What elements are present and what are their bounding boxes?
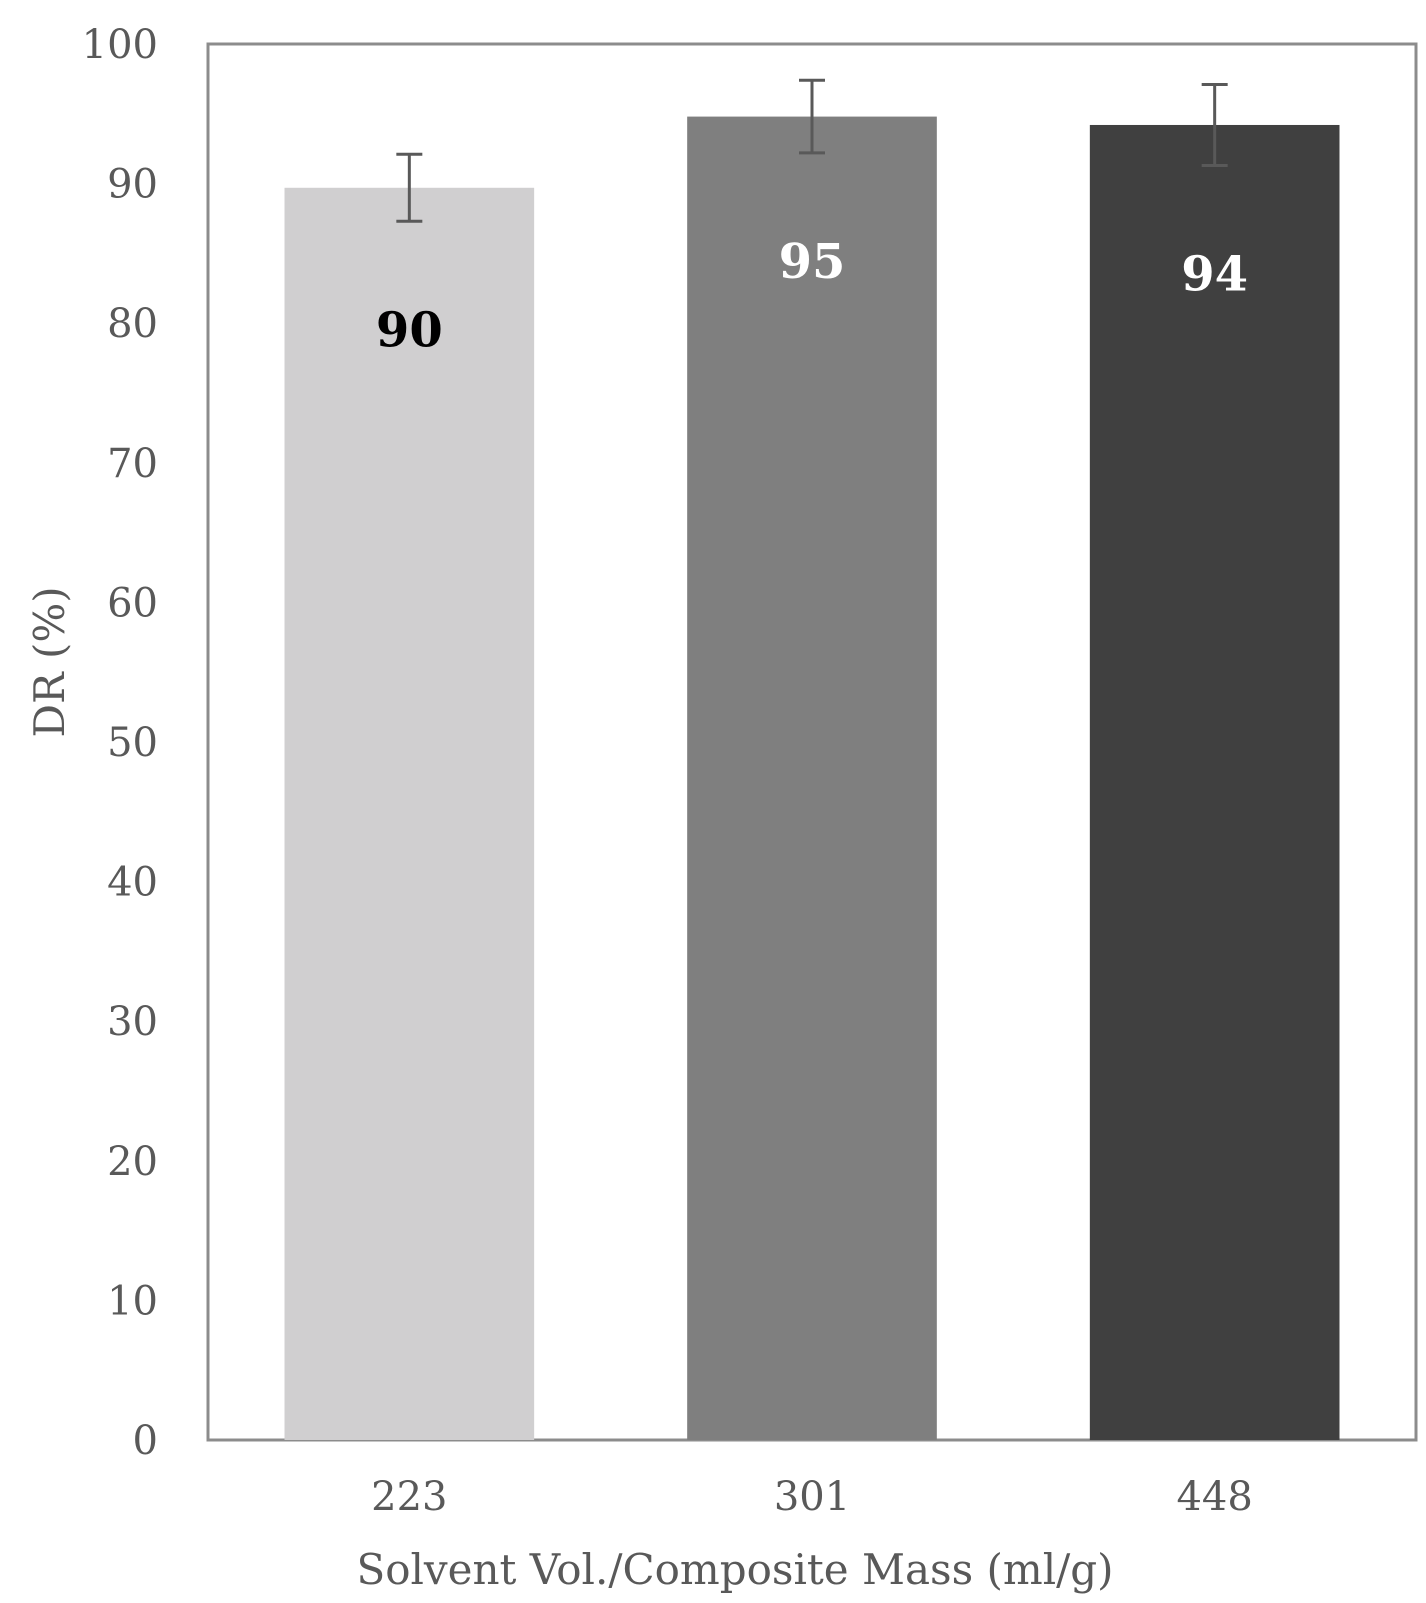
data-labels-group: 90 95 94 [376, 234, 1248, 358]
y-tick-label: 20 [107, 1139, 158, 1185]
x-tick-label-448: 448 [1176, 1474, 1252, 1520]
y-tick-label: 70 [107, 441, 158, 487]
bar-301 [687, 116, 937, 1440]
y-tick-label: 100 [82, 22, 158, 68]
y-tick-label: 90 [107, 162, 158, 208]
y-axis-ticks: 0 10 20 30 40 50 60 70 80 90 100 [82, 22, 158, 1464]
x-axis-title: Solvent Vol./Composite Mass (ml/g) [356, 1545, 1113, 1594]
error-bars-group [396, 78, 1228, 223]
y-tick-label: 60 [107, 580, 158, 626]
y-tick-label: 0 [133, 1418, 158, 1464]
x-axis-ticks: 223 301 448 [371, 1474, 1253, 1520]
y-tick-label: 10 [107, 1278, 158, 1324]
x-tick-label-301: 301 [774, 1474, 850, 1520]
y-tick-label: 40 [107, 860, 158, 906]
y-tick-label: 80 [107, 301, 158, 347]
y-axis-title: DR (%) [25, 586, 74, 737]
bar-448 [1089, 124, 1340, 1440]
y-tick-label: 30 [107, 999, 158, 1045]
data-label-223: 90 [376, 302, 443, 358]
bars-group [284, 116, 1340, 1441]
data-label-448: 94 [1181, 246, 1248, 302]
x-tick-label-223: 223 [371, 1474, 447, 1520]
bar-223 [284, 187, 535, 1441]
y-tick-label: 50 [107, 720, 158, 766]
data-label-301: 95 [779, 234, 846, 290]
